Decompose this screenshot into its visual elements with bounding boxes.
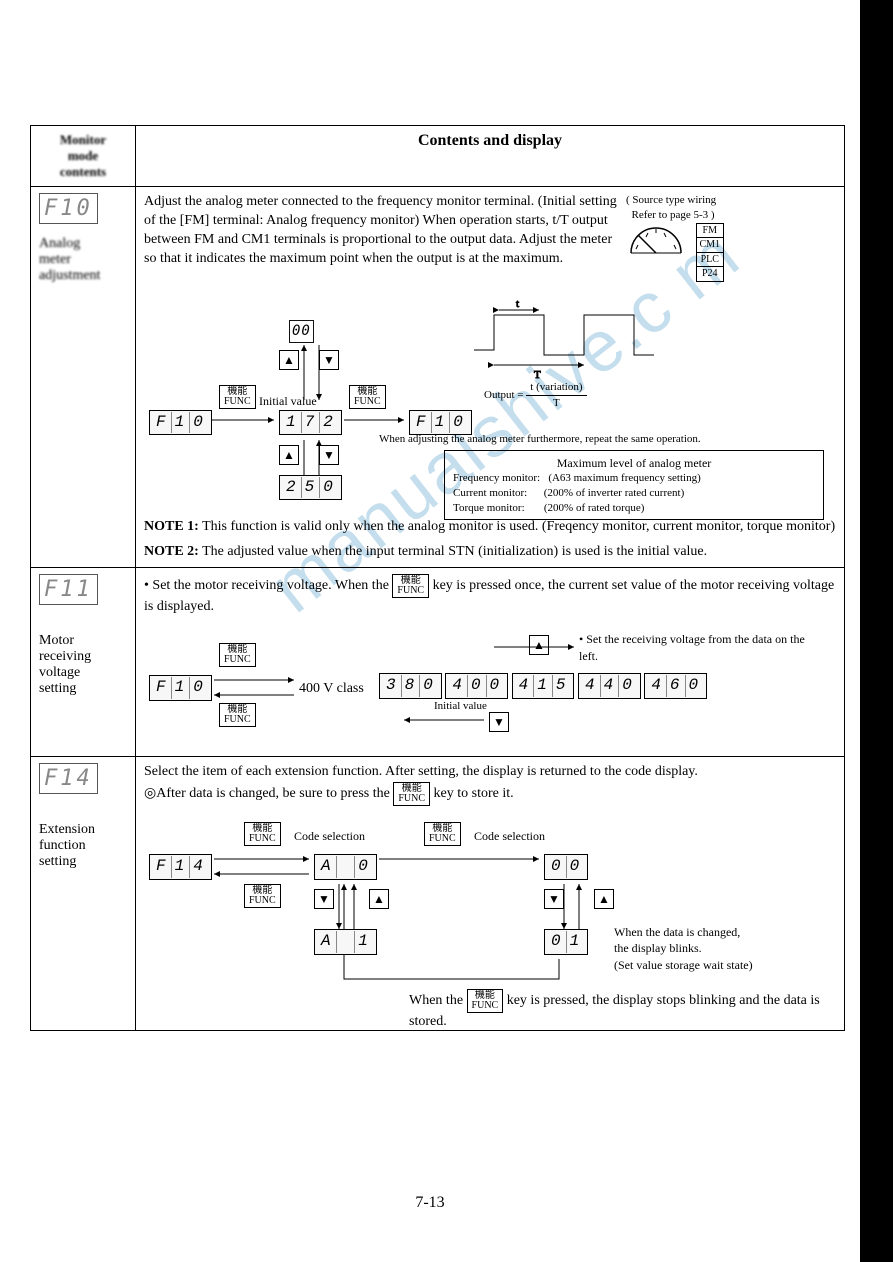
seg-172: 172 bbox=[279, 410, 342, 436]
seg-a0: A 0 bbox=[314, 854, 377, 880]
changed-note: When the data is changed, the display bl… bbox=[614, 924, 829, 973]
row2-flow: 機能FUNC 機能FUNC F10 400 V class ▲ ▼ 380 40… bbox=[144, 625, 836, 750]
down-arrow: ▼ bbox=[489, 712, 509, 732]
terminal-stack: FM CM1 PLC P24 bbox=[696, 223, 725, 282]
opt-400: 400 bbox=[445, 673, 508, 699]
up-arrow: ▲ bbox=[529, 635, 549, 655]
note2: NOTE 2: The adjusted value when the inpu… bbox=[144, 543, 836, 562]
up-arrow: ▲ bbox=[369, 889, 389, 909]
func-key: 機能FUNC bbox=[244, 822, 281, 846]
meter-icon bbox=[626, 223, 686, 259]
row1-left: F10 Analog meter adjustment bbox=[31, 187, 136, 568]
row3-label2: function bbox=[39, 838, 86, 853]
row3-flow: 機能FUNC Code selection 機能FUNC Code select… bbox=[144, 814, 836, 1024]
up-arrow: ▲ bbox=[279, 445, 299, 465]
row3-p2b: key to store it. bbox=[434, 786, 514, 801]
page-number: 7-13 bbox=[0, 1194, 860, 1212]
voltage-options: 380 400 415 440 460 bbox=[379, 673, 707, 699]
hdr-l1: Monitor bbox=[39, 132, 127, 148]
seg-f10: F10 bbox=[149, 675, 212, 701]
seg-250: 250 bbox=[279, 475, 342, 501]
seg-f14: F14 bbox=[149, 854, 212, 880]
func-key: 機能FUNC bbox=[244, 884, 281, 908]
opt-415: 415 bbox=[512, 673, 575, 699]
func-key: 機能FUNC bbox=[467, 989, 504, 1013]
row1-content: Adjust the analog meter connected to the… bbox=[136, 187, 845, 568]
row3-left: F14 Extension function setting bbox=[31, 757, 136, 1031]
seg-f10: F10 bbox=[149, 410, 212, 436]
func-key: 機能FUNC bbox=[219, 643, 256, 667]
opt-460: 460 bbox=[644, 673, 707, 699]
hdr-l3: contents bbox=[39, 164, 127, 180]
down-arrow: ▼ bbox=[314, 889, 334, 909]
iv-label: Initial value bbox=[434, 699, 487, 714]
row2-p1a: • Set the motor receiving voltage. When … bbox=[144, 579, 389, 594]
func-key: 機能FUNC bbox=[219, 385, 256, 409]
source-note: ( Source type wiring Refer to page 5-3 ) bbox=[626, 193, 716, 223]
down-arrow: ▼ bbox=[319, 445, 339, 465]
func-key: 機能FUNC bbox=[392, 574, 429, 598]
row3-p2a: ◎After data is changed, be sure to press… bbox=[144, 786, 390, 801]
func-key: 機能FUNC bbox=[219, 703, 256, 727]
row2-content: • Set the motor receiving voltage. When … bbox=[136, 568, 845, 757]
max-title: Maximum level of analog meter bbox=[453, 455, 815, 471]
row3-content: Select the item of each extension functi… bbox=[136, 757, 845, 1031]
initial-value-label: Initial value bbox=[259, 393, 317, 409]
func-key: 機能FUNC bbox=[424, 822, 461, 846]
row2-label3: voltage bbox=[39, 665, 80, 680]
opt-380: 380 bbox=[379, 673, 442, 699]
row1-label2: meter bbox=[39, 252, 71, 267]
func-key: 機能FUNC bbox=[393, 782, 430, 806]
code-sel-1: Code selection bbox=[294, 828, 365, 844]
seg-00: 00 bbox=[544, 854, 588, 880]
row3-code: F14 bbox=[39, 763, 98, 794]
header-left: Monitor mode contents bbox=[31, 126, 136, 187]
row3-label3: setting bbox=[39, 854, 76, 869]
main-table: Monitor mode contents Contents and displ… bbox=[30, 125, 845, 1031]
row2-code: F11 bbox=[39, 574, 98, 605]
row3-label1: Extension bbox=[39, 822, 95, 837]
row1-label3: adjustment bbox=[39, 268, 100, 283]
output-formula: Output = t (variation) T bbox=[484, 380, 587, 411]
row1-p1: Adjust the analog meter connected to the… bbox=[144, 194, 617, 266]
class-label: 400 V class bbox=[299, 680, 364, 699]
seg-00: 00 bbox=[289, 320, 314, 343]
row1-code: F10 bbox=[39, 193, 98, 224]
row1-flow: T t 00 ▲ ▼ 機能FUNC Initial value 機能FUNC F… bbox=[144, 290, 836, 500]
row2-p2: • Set the receiving voltage from the dat… bbox=[579, 631, 809, 663]
down-arrow: ▼ bbox=[319, 350, 339, 370]
row2-label2: receiving bbox=[39, 649, 91, 664]
row1-label1: Analog bbox=[39, 236, 80, 251]
up-arrow: ▲ bbox=[279, 350, 299, 370]
row3-p1: Select the item of each extension functi… bbox=[144, 763, 836, 782]
hdr-l2: mode bbox=[39, 148, 127, 164]
opt-440: 440 bbox=[578, 673, 641, 699]
code-sel-2: Code selection bbox=[474, 828, 545, 844]
up-arrow: ▲ bbox=[594, 889, 614, 909]
adjust-note: When adjusting the analog meter furtherm… bbox=[379, 432, 829, 447]
svg-text:t: t bbox=[516, 298, 519, 310]
row2-label1: Motor bbox=[39, 633, 74, 648]
seg-01: 01 bbox=[544, 929, 588, 955]
stored-note: When the 機能FUNC key is pressed, the disp… bbox=[409, 989, 829, 1032]
down-arrow: ▼ bbox=[544, 889, 564, 909]
seg-a1: A 1 bbox=[314, 929, 377, 955]
header-right: Contents and display bbox=[136, 126, 845, 187]
func-key: 機能FUNC bbox=[349, 385, 386, 409]
row2-left: F11 Motor receiving voltage setting bbox=[31, 568, 136, 757]
max-level-box: Maximum level of analog meter Frequency … bbox=[444, 450, 824, 521]
note1: NOTE 1: This function is valid only when… bbox=[144, 518, 836, 537]
row2-label4: setting bbox=[39, 681, 76, 696]
